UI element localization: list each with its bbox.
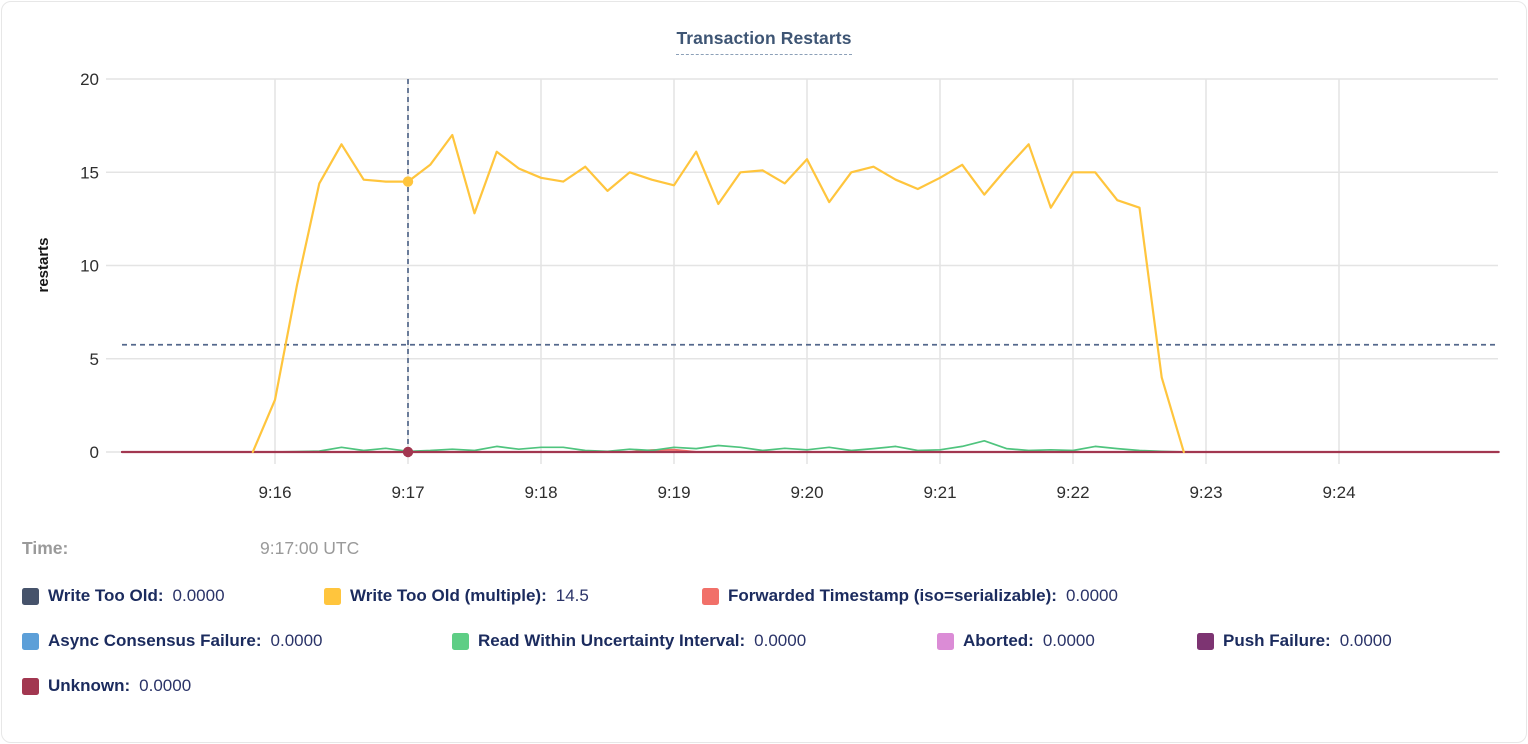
x-tick-label: 9:23	[1189, 483, 1222, 502]
legend-item-read-within-uncertainty-interval: Read Within Uncertainty Interval: 0.0000	[452, 631, 937, 651]
legend-item-label: Write Too Old:	[48, 586, 164, 605]
legend-item-value: 0.0000	[270, 631, 323, 650]
legend-swatch	[324, 587, 341, 605]
legend-item-write-too-old-multiple: Write Too Old (multiple): 14.5	[324, 586, 702, 606]
y-tick-label: 10	[80, 257, 99, 276]
legend-swatch	[22, 587, 39, 605]
legend-item-async-consensus-failure: Async Consensus Failure: 0.0000	[22, 631, 452, 651]
x-tick-label: 9:17	[391, 483, 424, 502]
legend-item-value: 0.0000	[172, 586, 225, 605]
transaction-restarts-chart[interactable]: 0 5 10 15 20 9:16 9:17 9:18 9:19 9:20 9:21 9:22 9:23…	[2, 2, 1527, 522]
hover-time-label: Time:	[22, 537, 69, 558]
x-tick-label: 9:21	[923, 483, 956, 502]
legend-row: Write Too Old: 0.0000 Write Too Old (multi…	[22, 582, 1526, 610]
legend-item-value: 0.0000	[1065, 586, 1118, 605]
chart-title-wrap: Transaction Restarts	[2, 28, 1526, 55]
legend-item-label: Read Within Uncertainty Interval:	[478, 631, 746, 650]
legend-row: Async Consensus Failure: 0.0000 Read Withi…	[22, 627, 1526, 655]
hover-dot-unknown	[402, 446, 414, 458]
legend-swatch	[22, 677, 39, 695]
chart-legend: Write Too Old: 0.0000 Write Too Old (multi…	[22, 582, 1526, 700]
y-tick-label: 20	[80, 70, 99, 89]
series-line-write-too-old-multiple	[251, 133, 1185, 454]
legend-item-label: Push Failure:	[1223, 631, 1331, 650]
legend-item-label: Write Too Old (multiple):	[350, 586, 547, 605]
y-tick-label: 5	[90, 350, 99, 369]
x-tick-label: 9:19	[657, 483, 690, 502]
legend-item-label: Unknown:	[48, 676, 131, 695]
legend-item-label: Forwarded Timestamp (iso=serializable):	[728, 586, 1057, 605]
legend-item-aborted: Aborted: 0.0000	[937, 631, 1197, 651]
x-tick-label: 9:18	[524, 483, 557, 502]
legend-item-label: Aborted:	[963, 631, 1034, 650]
legend-item-value: 0.0000	[1339, 631, 1392, 650]
legend-swatch	[1197, 632, 1214, 650]
legend-item-value: 14.5	[555, 586, 589, 605]
legend-row: Unknown: 0.0000	[22, 672, 1526, 700]
x-tick-label: 9:22	[1056, 483, 1089, 502]
y-axis-title: restarts	[35, 237, 52, 292]
legend-item-push-failure: Push Failure: 0.0000	[1197, 631, 1392, 651]
x-tick-label: 9:20	[790, 483, 823, 502]
legend-item-write-too-old: Write Too Old: 0.0000	[22, 586, 324, 606]
legend-item-unknown: Unknown: 0.0000	[22, 676, 191, 696]
x-tick-label: 9:16	[258, 483, 291, 502]
x-tick-label: 9:24	[1322, 483, 1355, 502]
legend-swatch	[452, 632, 469, 650]
y-tick-label: 0	[90, 443, 99, 462]
hover-time-value: 9:17:00 UTC	[260, 537, 360, 558]
legend-swatch	[22, 632, 39, 650]
legend-item-value: 0.0000	[1042, 631, 1095, 650]
hover-dot-write-too-old-multiple	[402, 176, 414, 187]
hover-time-row: Time: 9:17:00 UTC	[22, 534, 1526, 562]
legend-swatch	[937, 632, 954, 650]
legend-item-value: 0.0000	[754, 631, 807, 650]
legend-item-forwarded-timestamp-iso-serializable: Forwarded Timestamp (iso=serializable): 0…	[702, 586, 1118, 606]
legend-item-label: Async Consensus Failure:	[48, 631, 262, 650]
y-tick-label: 15	[80, 163, 99, 182]
chart-title[interactable]: Transaction Restarts	[676, 28, 852, 55]
series-line-read-within-uncertainty-interval	[251, 439, 1185, 453]
legend-swatch	[702, 587, 719, 605]
legend-item-value: 0.0000	[139, 676, 192, 695]
